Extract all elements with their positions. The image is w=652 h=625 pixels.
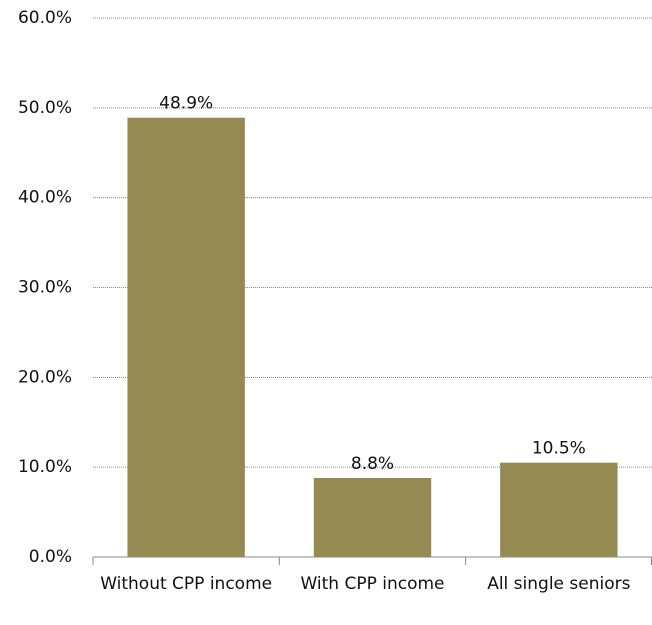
y-tick-label: 10.0% [18,457,72,477]
y-tick-label: 30.0% [18,278,72,298]
bar [127,117,245,557]
data-label: 8.8% [351,454,394,474]
data-label: 48.9% [159,94,213,114]
bar [500,462,618,557]
bar [313,477,432,557]
y-tick-label: 40.0% [18,188,72,208]
y-tick-label: 50.0% [18,98,72,118]
data-label: 10.5% [532,439,586,459]
x-tick-label: With CPP income [300,574,445,594]
x-tick-label: All single seniors [487,574,631,594]
x-tick-label: Without CPP income [100,574,273,594]
y-tick-label: 0.0% [29,547,72,567]
y-tick-label: 60.0% [18,8,72,28]
y-tick-label: 20.0% [18,367,72,387]
